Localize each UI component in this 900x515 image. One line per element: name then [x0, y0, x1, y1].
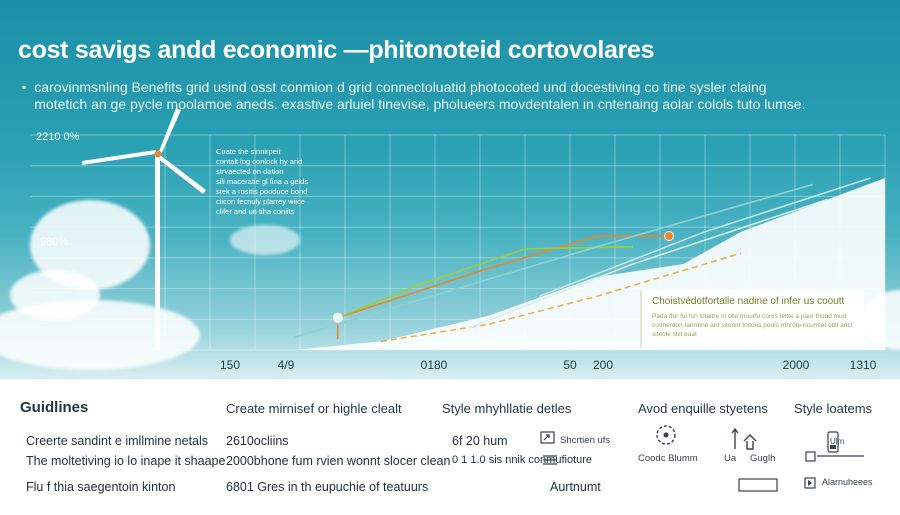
guideline-row: The moltetiving io lo inape it shaape [26, 454, 226, 468]
column-heading: Guidlines [20, 399, 89, 416]
turbine-blade [157, 155, 206, 194]
chart-markers [332, 231, 674, 323]
wind-turbine-icon [82, 108, 206, 350]
turbine-hub [154, 150, 162, 158]
turbine-blade [158, 108, 181, 155]
annotation-line: contalt log conlock hy arid [216, 157, 303, 166]
annotation-line: clicon fecnuly plarrey wiice [216, 197, 305, 206]
hero-banner: cost savigs andd economic —phitonoteid c… [0, 0, 900, 378]
shortcut-icon [540, 431, 555, 444]
series-line [380, 252, 742, 343]
tools-icon [731, 427, 757, 450]
column-heading: Create mirnisef or highle clealt [226, 401, 402, 416]
column-heading: Avod enquille styetens [638, 401, 768, 416]
turbine-blade [82, 150, 156, 165]
annotation-line: sili maceratie gl fina a geids [216, 177, 309, 186]
x-tick-label: 4/9 [277, 358, 295, 372]
subtitle-line: carovinmsnling Benefits grid usind osst … [34, 79, 767, 95]
icon-label: Guglh [750, 453, 776, 464]
chart-legend: Choistvédotfortalle nadine of infer us c… [640, 290, 864, 348]
x-tick-label: 1310 [849, 358, 877, 372]
subtitle-bullet: ▪ [22, 80, 27, 94]
series-line [539, 177, 871, 297]
x-tick-label: 2000 [782, 358, 810, 372]
cloud-shape [230, 225, 300, 255]
create-column: Create mirnisef or highle clealt 2610ocl… [210, 379, 450, 515]
series-marker [664, 231, 674, 242]
series-line [467, 198, 828, 330]
icon-label: Coodc Blumm [638, 453, 698, 464]
guideline-row: 2610ocliins [226, 434, 289, 448]
subtitle-line: motetich an ge pycle moolamoe aneds. exa… [34, 96, 806, 112]
chart-annotation: Coate the sinnirpeit contalt log conlock… [216, 147, 366, 217]
annotation-line: strvaected on dation [216, 167, 284, 176]
column-heading: Style mhyhllatie detles [442, 401, 572, 416]
guideline-row: 2000bhone fum rvien wonnt slocer clean [226, 454, 451, 468]
play-box-icon [804, 477, 816, 489]
guideline-row: Aurtnumt [550, 480, 601, 494]
gear-icon [656, 425, 676, 445]
phone-icon [827, 431, 839, 453]
series-marker [332, 312, 343, 323]
page-title: cost savigs andd economic —phitonoteid c… [18, 36, 655, 64]
guideline-row: 6f 20 hum [452, 434, 508, 448]
slider-icon [805, 451, 864, 462]
annotation-line: clifer and un tiha coniits [216, 207, 295, 216]
icon-label: Ua [724, 453, 737, 464]
menu-list-icon [543, 455, 557, 465]
y-tick-label: 980% [40, 236, 69, 248]
guidelines-column: Guidlines Creerte sandint e imllmine net… [0, 379, 225, 515]
series-line [294, 183, 814, 338]
guideline-row: Creerte sandint e imllmine netals [26, 434, 209, 448]
style-column: Style mhyhllatie detles 6f 20 hum 0 1 1.… [430, 379, 778, 515]
cloud-shape [10, 270, 100, 320]
turbine-tower [155, 152, 160, 350]
x-tick-label: 0180 [420, 358, 448, 372]
annotation-line: stek a rositis pooduce bond [216, 187, 308, 196]
subtitle: ▪ carovinmsnling Benefits grid usind oss… [22, 79, 872, 113]
x-tick-label: 200 [592, 358, 614, 372]
chart-grid [30, 134, 886, 351]
annotation-line: Coate the sinnirpeit [216, 147, 281, 156]
icon-label: Alarnuheees [822, 477, 873, 487]
guidelines-panel: Guidlines Creerte sandint e imllmine net… [0, 378, 900, 515]
chart-lines [294, 177, 871, 343]
legend-title: Choistvédotfortalle nadine of infer us c… [652, 296, 845, 307]
icon-label: Ulm [830, 437, 845, 446]
y-tick-label: 20.7% [40, 312, 72, 324]
legend-text: Pada ffor ful fon lotaitre nt oile mourf… [652, 313, 853, 338]
column-heading: Style loatems [794, 401, 873, 416]
avoid-column: Avod enquille styetens Coodc Blumm Ua Gu… [620, 379, 790, 515]
side-label: Shcrtien ufs [560, 435, 611, 446]
x-tick-label: 50 [563, 358, 577, 372]
x-tick-label: 150 [219, 358, 241, 372]
style-items-column: Style loatems Ulm Alarnuheees [790, 379, 900, 515]
rectangle-icon [738, 478, 778, 492]
guideline-row: 0 1 1.0 sis nnik conmufioture [452, 454, 593, 466]
series-line [337, 246, 634, 319]
guideline-row: Flu f thia saegentoin kinton [26, 480, 176, 494]
guideline-row: 6801 Gres in th eupuchie of teatuurs [226, 480, 429, 494]
y-tick-label: 2210 0% [36, 131, 80, 143]
